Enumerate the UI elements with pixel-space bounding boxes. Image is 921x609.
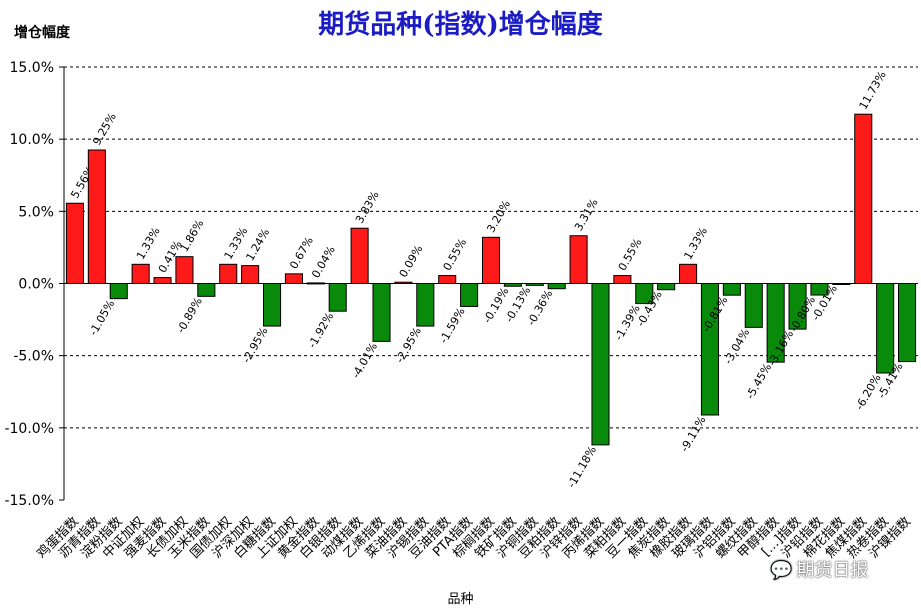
- bar: [898, 283, 917, 363]
- data-label: 0.09%: [397, 243, 426, 280]
- bar: [241, 265, 260, 284]
- data-label: -11.18%: [565, 444, 599, 490]
- data-label: 1.33%: [681, 225, 710, 262]
- bar: [87, 149, 106, 284]
- data-label: 11.73%: [857, 69, 889, 112]
- bar: [722, 283, 741, 296]
- bar: [219, 263, 238, 285]
- bar: [679, 263, 698, 285]
- bar: [788, 283, 807, 330]
- bar: [569, 235, 588, 284]
- bar: [744, 283, 763, 328]
- data-label: -9.11%: [678, 414, 709, 454]
- bar: [372, 283, 391, 342]
- bar: [65, 202, 84, 285]
- watermark: 💬 期货日报: [770, 556, 868, 582]
- data-label: -2.95%: [393, 325, 424, 365]
- bar: [284, 273, 303, 285]
- data-label: 3.20%: [484, 198, 513, 235]
- y-axis-label: 增仓幅度: [14, 25, 70, 41]
- bar: [810, 283, 829, 296]
- bar: [657, 283, 676, 291]
- data-label: -4.01%: [349, 340, 380, 380]
- bar: [503, 283, 522, 287]
- data-label: -0.89%: [174, 295, 205, 335]
- data-label: 9.25%: [90, 111, 119, 148]
- bar: [394, 281, 413, 284]
- y-tick-label: 15.0%: [10, 60, 54, 76]
- y-tick-label: -10.0%: [4, 421, 54, 437]
- bar: [635, 283, 654, 305]
- data-label: 0.55%: [441, 236, 470, 273]
- data-label: 0.67%: [287, 235, 316, 272]
- bar: [109, 283, 128, 300]
- bar: [700, 283, 720, 416]
- data-label: 0.04%: [309, 244, 338, 281]
- bar: [525, 283, 544, 286]
- bar: [766, 283, 785, 363]
- data-label: -5.45%: [744, 361, 775, 401]
- watermark-text: 期货日报: [796, 560, 869, 581]
- data-label: 1.33%: [134, 225, 163, 262]
- data-label: 3.31%: [572, 196, 601, 233]
- data-label: -3.04%: [722, 326, 753, 366]
- bar: [197, 283, 216, 297]
- data-label: 1.86%: [178, 217, 207, 254]
- bar: [306, 282, 325, 285]
- bar: [481, 236, 501, 285]
- data-label: -1.92%: [306, 310, 337, 350]
- chat-bubble-icon: 💬: [770, 560, 793, 581]
- y-tick-label: 10.0%: [10, 132, 54, 148]
- bar: [350, 227, 369, 285]
- bar: [131, 263, 150, 285]
- bar: [328, 283, 347, 312]
- data-label: 0.55%: [616, 236, 645, 273]
- y-tick-label: 5.0%: [18, 204, 54, 220]
- data-label: 3.83%: [353, 189, 382, 226]
- bar: [591, 283, 610, 446]
- bar: [153, 277, 172, 285]
- data-label: -1.05%: [87, 298, 118, 338]
- bar: [854, 113, 873, 284]
- y-tick-label: -5.0%: [13, 349, 54, 365]
- bar: [416, 283, 435, 327]
- chart-title: 期货品种(指数)增仓幅度: [318, 10, 603, 40]
- bar: [460, 283, 479, 307]
- data-label: -2.95%: [240, 325, 271, 365]
- bar: [547, 283, 566, 290]
- y-tick-label: -15.0%: [4, 493, 54, 509]
- bar: [262, 283, 282, 327]
- bar: [876, 283, 895, 374]
- x-axis-label: 品种: [447, 592, 474, 607]
- bar: [613, 275, 632, 285]
- bar: [175, 256, 194, 284]
- bar: [832, 283, 851, 285]
- data-label: -1.59%: [437, 305, 468, 345]
- bar: [438, 275, 457, 285]
- y-tick-label: 0.0%: [18, 277, 54, 293]
